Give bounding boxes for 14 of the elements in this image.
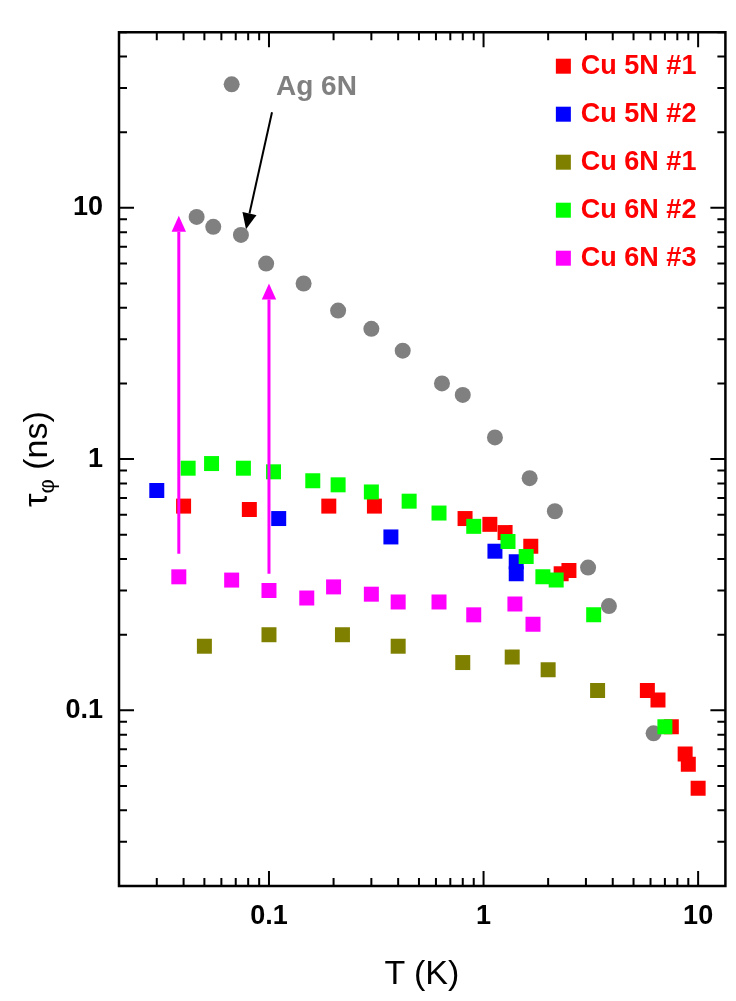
y-tick-label: 10	[72, 191, 103, 222]
x-tick-label: 10	[683, 899, 714, 930]
x-axis-title: T (K)	[384, 953, 460, 992]
legend-label: Cu 6N #2	[580, 193, 697, 224]
y-axis-title: τφ (ns)	[16, 411, 60, 507]
x-tick-label: 0.1	[250, 899, 288, 930]
y-tick-label: 0.1	[65, 693, 103, 724]
annotation: Ag 6N	[276, 69, 357, 101]
x-tick-label: 1	[476, 899, 492, 930]
legend-label: Cu 5N #2	[580, 97, 697, 128]
legend-label: Cu 6N #1	[580, 145, 697, 176]
legend-label: Cu 6N #3	[580, 241, 697, 272]
y-tick-label: 1	[87, 442, 103, 473]
legend-label: Cu 5N #1	[580, 49, 697, 80]
